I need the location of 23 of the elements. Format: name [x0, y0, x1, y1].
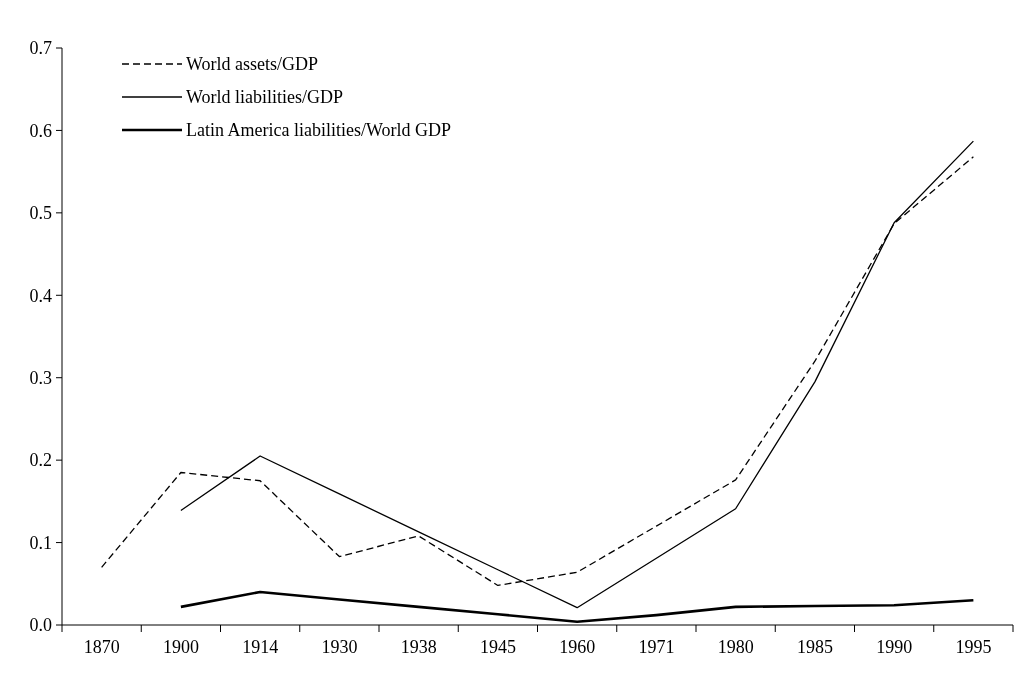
x-tick-label: 1870 [83, 637, 120, 657]
y-tick-label: 0.2 [29, 450, 52, 471]
x-tick-label: 1960 [559, 637, 596, 657]
x-tick-label: 1995 [955, 637, 992, 657]
x-tick-label: 1985 [796, 637, 833, 657]
legend-label: Latin America liabilities/World GDP [186, 120, 451, 141]
y-tick-label: 0.3 [29, 368, 52, 389]
y-tick-label: 0.6 [29, 120, 52, 141]
x-tick-label: 1914 [242, 637, 279, 657]
x-tick-label: 1938 [400, 637, 437, 657]
y-tick-label: 0.1 [29, 532, 52, 553]
x-tick-label: 1980 [717, 637, 754, 657]
x-tick-label: 1900 [162, 637, 199, 657]
legend-label: World assets/GDP [186, 54, 319, 75]
y-tick-label: 0.0 [29, 615, 52, 636]
y-tick-label: 0.5 [29, 203, 52, 224]
y-tick-label: 0.7 [29, 38, 52, 59]
x-tick-label: 1945 [479, 637, 516, 657]
x-tick-label: 1930 [321, 637, 358, 657]
legend-label: World liabilities/GDP [186, 87, 344, 108]
x-tick-label: 1990 [876, 637, 913, 657]
x-tick-label: 1971 [638, 637, 675, 657]
y-tick-label: 0.4 [29, 285, 52, 306]
